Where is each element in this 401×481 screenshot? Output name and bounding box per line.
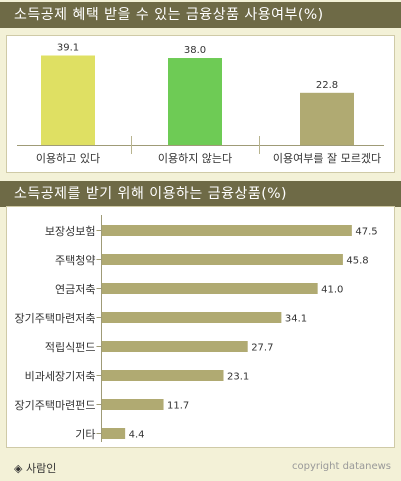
chart1-value-label: 22.8 bbox=[316, 80, 338, 91]
chart2-bar bbox=[102, 283, 318, 294]
chart2-value-label: 11.7 bbox=[167, 401, 189, 412]
chart2-title: 소득공제를 받기 위해 이용하는 금융상품(%) bbox=[0, 181, 401, 207]
chart2-category-label: 비과세장기저축 bbox=[25, 370, 96, 383]
chart2-category-label: 적립식펀드 bbox=[45, 341, 96, 354]
chart2-value-label: 45.8 bbox=[346, 256, 368, 267]
chart2-bar bbox=[102, 341, 248, 352]
chart2-bar bbox=[102, 225, 352, 236]
chart2-bar bbox=[102, 254, 343, 265]
chart2-bar bbox=[102, 370, 224, 381]
chart1-bar bbox=[300, 92, 354, 145]
chart2-bar bbox=[102, 399, 164, 410]
source-label: ◈ 사람인 bbox=[14, 462, 57, 475]
chart1-bar bbox=[41, 55, 95, 146]
chart1-category-label: 이용하고 있다 bbox=[36, 151, 100, 165]
chart2-category-label: 연금저축 bbox=[55, 283, 95, 296]
chart2-category-label: 장기주택마련저축 bbox=[15, 312, 96, 325]
copyright-label: copyright datanews bbox=[292, 461, 391, 472]
chart2-category-label: 보장성보험 bbox=[45, 225, 96, 238]
chart2-value-label: 23.1 bbox=[227, 372, 249, 383]
chart2-category-label: 주택청약 bbox=[55, 253, 95, 267]
chart2-value-label: 47.5 bbox=[355, 227, 377, 238]
chart1-panel: 39.1 이용하고 있다 38.0 이용하지 않는다 22.8 이용여부를 잘 모르겠다 bbox=[6, 35, 395, 173]
chart2-value-label: 27.7 bbox=[251, 343, 273, 354]
chart1-value-label: 39.1 bbox=[57, 43, 79, 54]
chart2-value-label: 34.1 bbox=[285, 314, 307, 325]
chart2-bar bbox=[102, 312, 282, 323]
chart2-category-label: 장기주택마련펀드 bbox=[15, 399, 96, 412]
chart2-value-label: 4.4 bbox=[129, 430, 145, 441]
chart1-category-label: 이용여부를 잘 모르겠다 bbox=[273, 152, 381, 165]
chart1-value-label: 38.0 bbox=[184, 45, 206, 56]
chart1-category-label: 이용하지 않는다 bbox=[158, 151, 232, 165]
chart1-title: 소득공제 혜택 받을 수 있는 금융상품 사용여부(%) bbox=[0, 2, 401, 28]
chart1-bar bbox=[168, 58, 222, 145]
chart2-bar bbox=[102, 428, 126, 439]
chart1-svg: 39.1 이용하고 있다 38.0 이용하지 않는다 22.8 이용여부를 잘 모르겠다 bbox=[17, 43, 384, 165]
chart2-panel: 보장성보험 47.5 주택청약 45.8 연금저축 41.0 장기주택마련저축 34.1 적립식… bbox=[6, 206, 395, 448]
chart2-value-label: 41.0 bbox=[321, 285, 343, 296]
chart2-category-label: 기타 bbox=[75, 428, 95, 441]
footer: ◈ 사람인 copyright datanews bbox=[0, 458, 401, 478]
chart2-svg: 보장성보험 47.5 주택청약 45.8 연금저축 41.0 장기주택마련저축 34.1 적립식… bbox=[15, 215, 378, 442]
